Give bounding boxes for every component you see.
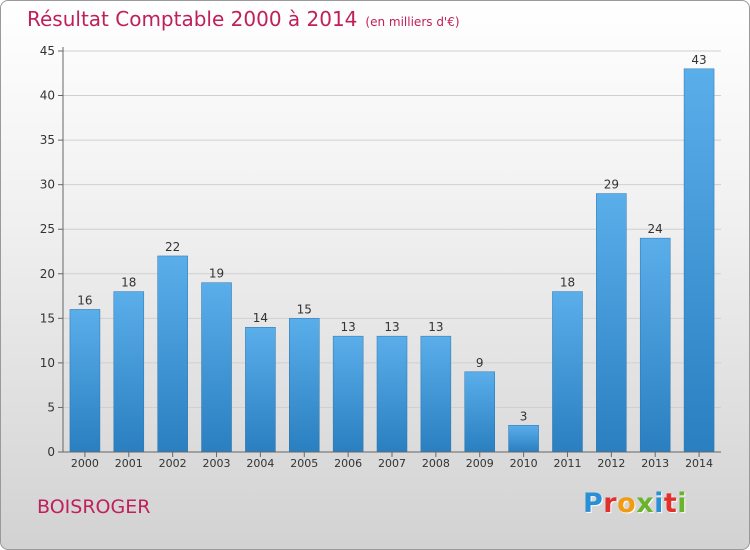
chart-title-text: Résultat Comptable 2000 à 2014 [27,7,358,31]
bar-layer [69,68,715,453]
value-label: 9 [476,356,484,370]
value-label: 22 [165,240,180,254]
x-tick-label: 2008 [422,457,450,470]
value-label: 13 [384,320,399,334]
y-tick-label: 10 [40,356,55,370]
bar-2014[interactable] [683,68,715,453]
logo-letter: x [636,488,655,519]
chart-subtitle: (en milliers d'€) [365,15,460,29]
bar-2013[interactable] [639,237,671,453]
y-tick-label: 25 [40,222,55,236]
value-label: 43 [691,53,706,67]
value-label: 18 [121,276,136,290]
x-tick-label: 2006 [334,457,362,470]
logo-letter: r [603,488,618,519]
x-tick-label: 2000 [71,457,99,470]
logo-letter: o [617,488,637,519]
bar-2012[interactable] [596,193,627,453]
x-tick-label: 2009 [466,457,494,470]
y-tick-label: 15 [40,311,55,325]
proxiti-logo[interactable]: Proxiti [583,488,687,519]
axis-layer: 0 5 10 15 20 25 30 35 40 45 [40,44,721,459]
x-tick-label: 2004 [246,457,274,470]
bar-2003[interactable] [201,282,232,453]
value-label: 19 [209,267,224,281]
bar-2000[interactable] [69,309,101,453]
y-tick-label: 20 [40,267,55,281]
label-layer: 2000 16 2001 18 2002 22 2003 19 2004 14 2005 15 2006… [71,53,713,470]
bar-2001[interactable] [113,291,145,453]
commune-name: BOISROGER [37,496,151,518]
logo-letter: t [663,488,678,519]
y-tick-label: 35 [40,133,55,147]
chart-title: Résultat Comptable 2000 à 2014 (en millie… [27,7,460,31]
bar-2009[interactable] [464,371,495,453]
value-label: 18 [560,276,575,290]
logo-letter: i [654,488,664,519]
bar-2008[interactable] [420,335,452,453]
value-label: 3 [520,409,528,423]
value-label: 13 [340,320,355,334]
y-tick-label: 40 [40,89,55,103]
bar-2004[interactable] [245,326,276,453]
x-tick-label: 2011 [553,457,581,470]
logo-letter: i [677,488,688,519]
value-label: 16 [77,293,92,307]
logo-letter: P [583,488,604,519]
x-tick-label: 2012 [597,457,625,470]
x-tick-label: 2014 [685,457,713,470]
bar-2007[interactable] [376,335,408,453]
y-tick-label: 0 [47,445,55,459]
x-tick-label: 2010 [510,457,538,470]
bar-2006[interactable] [332,335,364,453]
x-tick-label: 2013 [641,457,669,470]
x-tick-label: 2002 [159,457,187,470]
value-label: 29 [604,178,619,192]
y-tick-label: 30 [40,178,55,192]
x-tick-label: 2001 [115,457,143,470]
bar-2002[interactable] [157,255,188,453]
value-label: 24 [648,222,663,236]
bar-2011[interactable] [552,291,583,453]
value-label: 13 [428,320,443,334]
value-label: 14 [253,311,268,325]
x-tick-label: 2005 [290,457,318,470]
bar-2010[interactable] [508,425,539,453]
bar-2005[interactable] [289,318,320,453]
value-label: 15 [297,302,312,316]
y-tick-label: 5 [47,400,55,414]
x-tick-label: 2003 [203,457,231,470]
x-tick-label: 2007 [378,457,406,470]
y-tick-label: 45 [40,44,55,58]
